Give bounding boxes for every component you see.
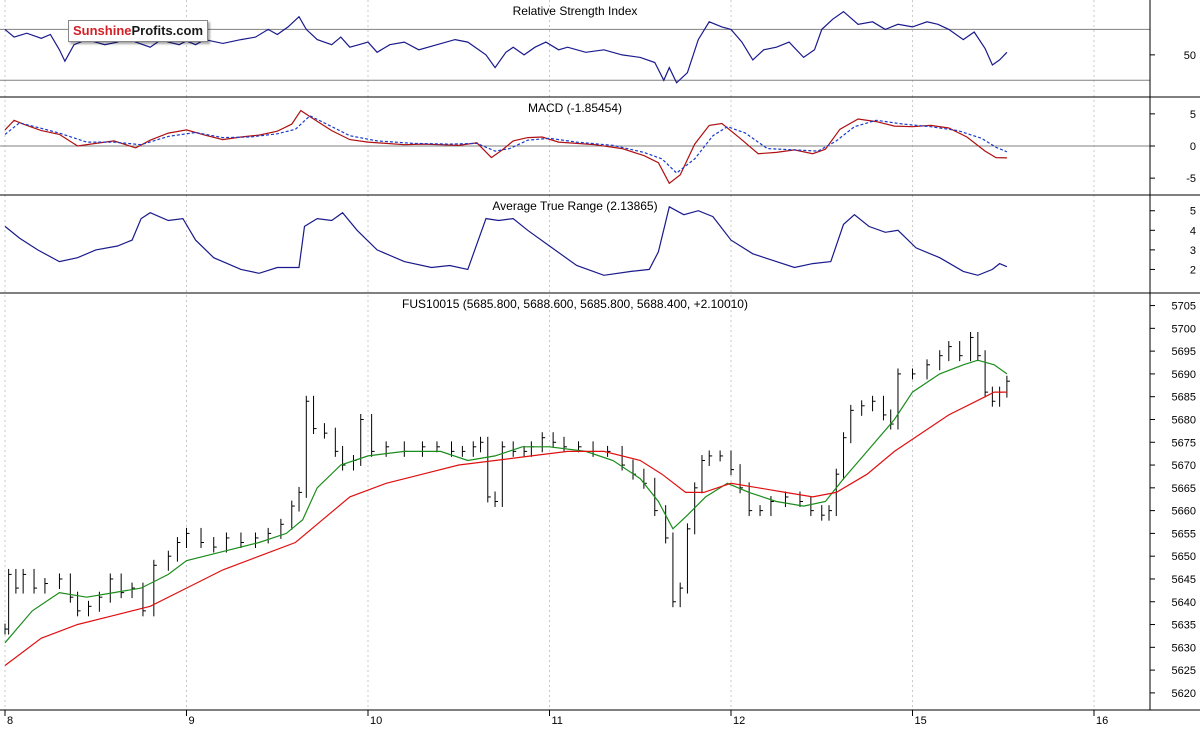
price-bars	[4, 331, 1010, 635]
series-line-1-0	[4, 109, 1007, 185]
y-tick-label: 4	[1190, 225, 1196, 237]
y-tick-label: 5625	[1172, 665, 1196, 677]
panel-title: FUS10015 (5685.800, 5688.600, 5685.800, …	[402, 297, 748, 311]
panel-title: Relative Strength Index	[513, 4, 638, 18]
y-tick-label: 5670	[1172, 460, 1196, 472]
y-tick-label: 5660	[1172, 506, 1196, 518]
panel-title: MACD (-1.85454)	[528, 101, 622, 115]
y-tick-label: 5705	[1172, 301, 1196, 313]
y-tick-label: 5700	[1172, 323, 1196, 335]
series-line-3-2	[4, 391, 1007, 666]
y-tick-label: 5690	[1172, 369, 1196, 381]
series-line-3-1	[4, 359, 1008, 644]
y-tick-label: -5	[1186, 173, 1196, 185]
y-tick-label: 5645	[1172, 574, 1196, 586]
x-tick-label: 15	[915, 715, 927, 727]
sunshine-profits-logo: SunshineProfits.com	[68, 20, 209, 42]
y-tick-label: 5	[1190, 206, 1196, 218]
y-tick-label: 5640	[1172, 597, 1196, 609]
y-tick-label: 5635	[1172, 620, 1196, 632]
y-tick-label: 2	[1190, 264, 1196, 276]
y-tick-label: 5680	[1172, 414, 1196, 426]
y-tick-label: 5650	[1172, 551, 1196, 563]
x-tick-label: 10	[370, 715, 382, 727]
y-tick-label: 50	[1184, 50, 1196, 62]
x-tick-label: 11	[552, 715, 563, 727]
logo-text-sunshine: Sunshine	[73, 23, 132, 38]
x-tick-label: 9	[189, 715, 195, 727]
y-tick-label: 0	[1190, 141, 1196, 153]
y-tick-label: 5685	[1172, 392, 1196, 404]
y-tick-label: 5675	[1172, 437, 1196, 449]
y-tick-label: 5655	[1172, 528, 1196, 540]
y-tick-label: 5	[1190, 109, 1196, 121]
series-line-2-0	[4, 205, 1008, 276]
logo-text-profits: Profits.com	[131, 23, 204, 38]
y-tick-label: 5620	[1172, 688, 1196, 700]
y-tick-label: 5665	[1172, 483, 1196, 495]
y-tick-label: 5630	[1172, 642, 1196, 654]
x-tick-label: 12	[733, 715, 745, 727]
y-tick-label: 3	[1190, 245, 1196, 257]
series-line-1-1	[4, 115, 1008, 174]
panel-title: Average True Range (2.13865)	[492, 199, 657, 213]
y-tick-label: 5695	[1172, 346, 1196, 358]
x-tick-label: 16	[1096, 715, 1108, 727]
x-tick-label: 8	[7, 715, 13, 727]
